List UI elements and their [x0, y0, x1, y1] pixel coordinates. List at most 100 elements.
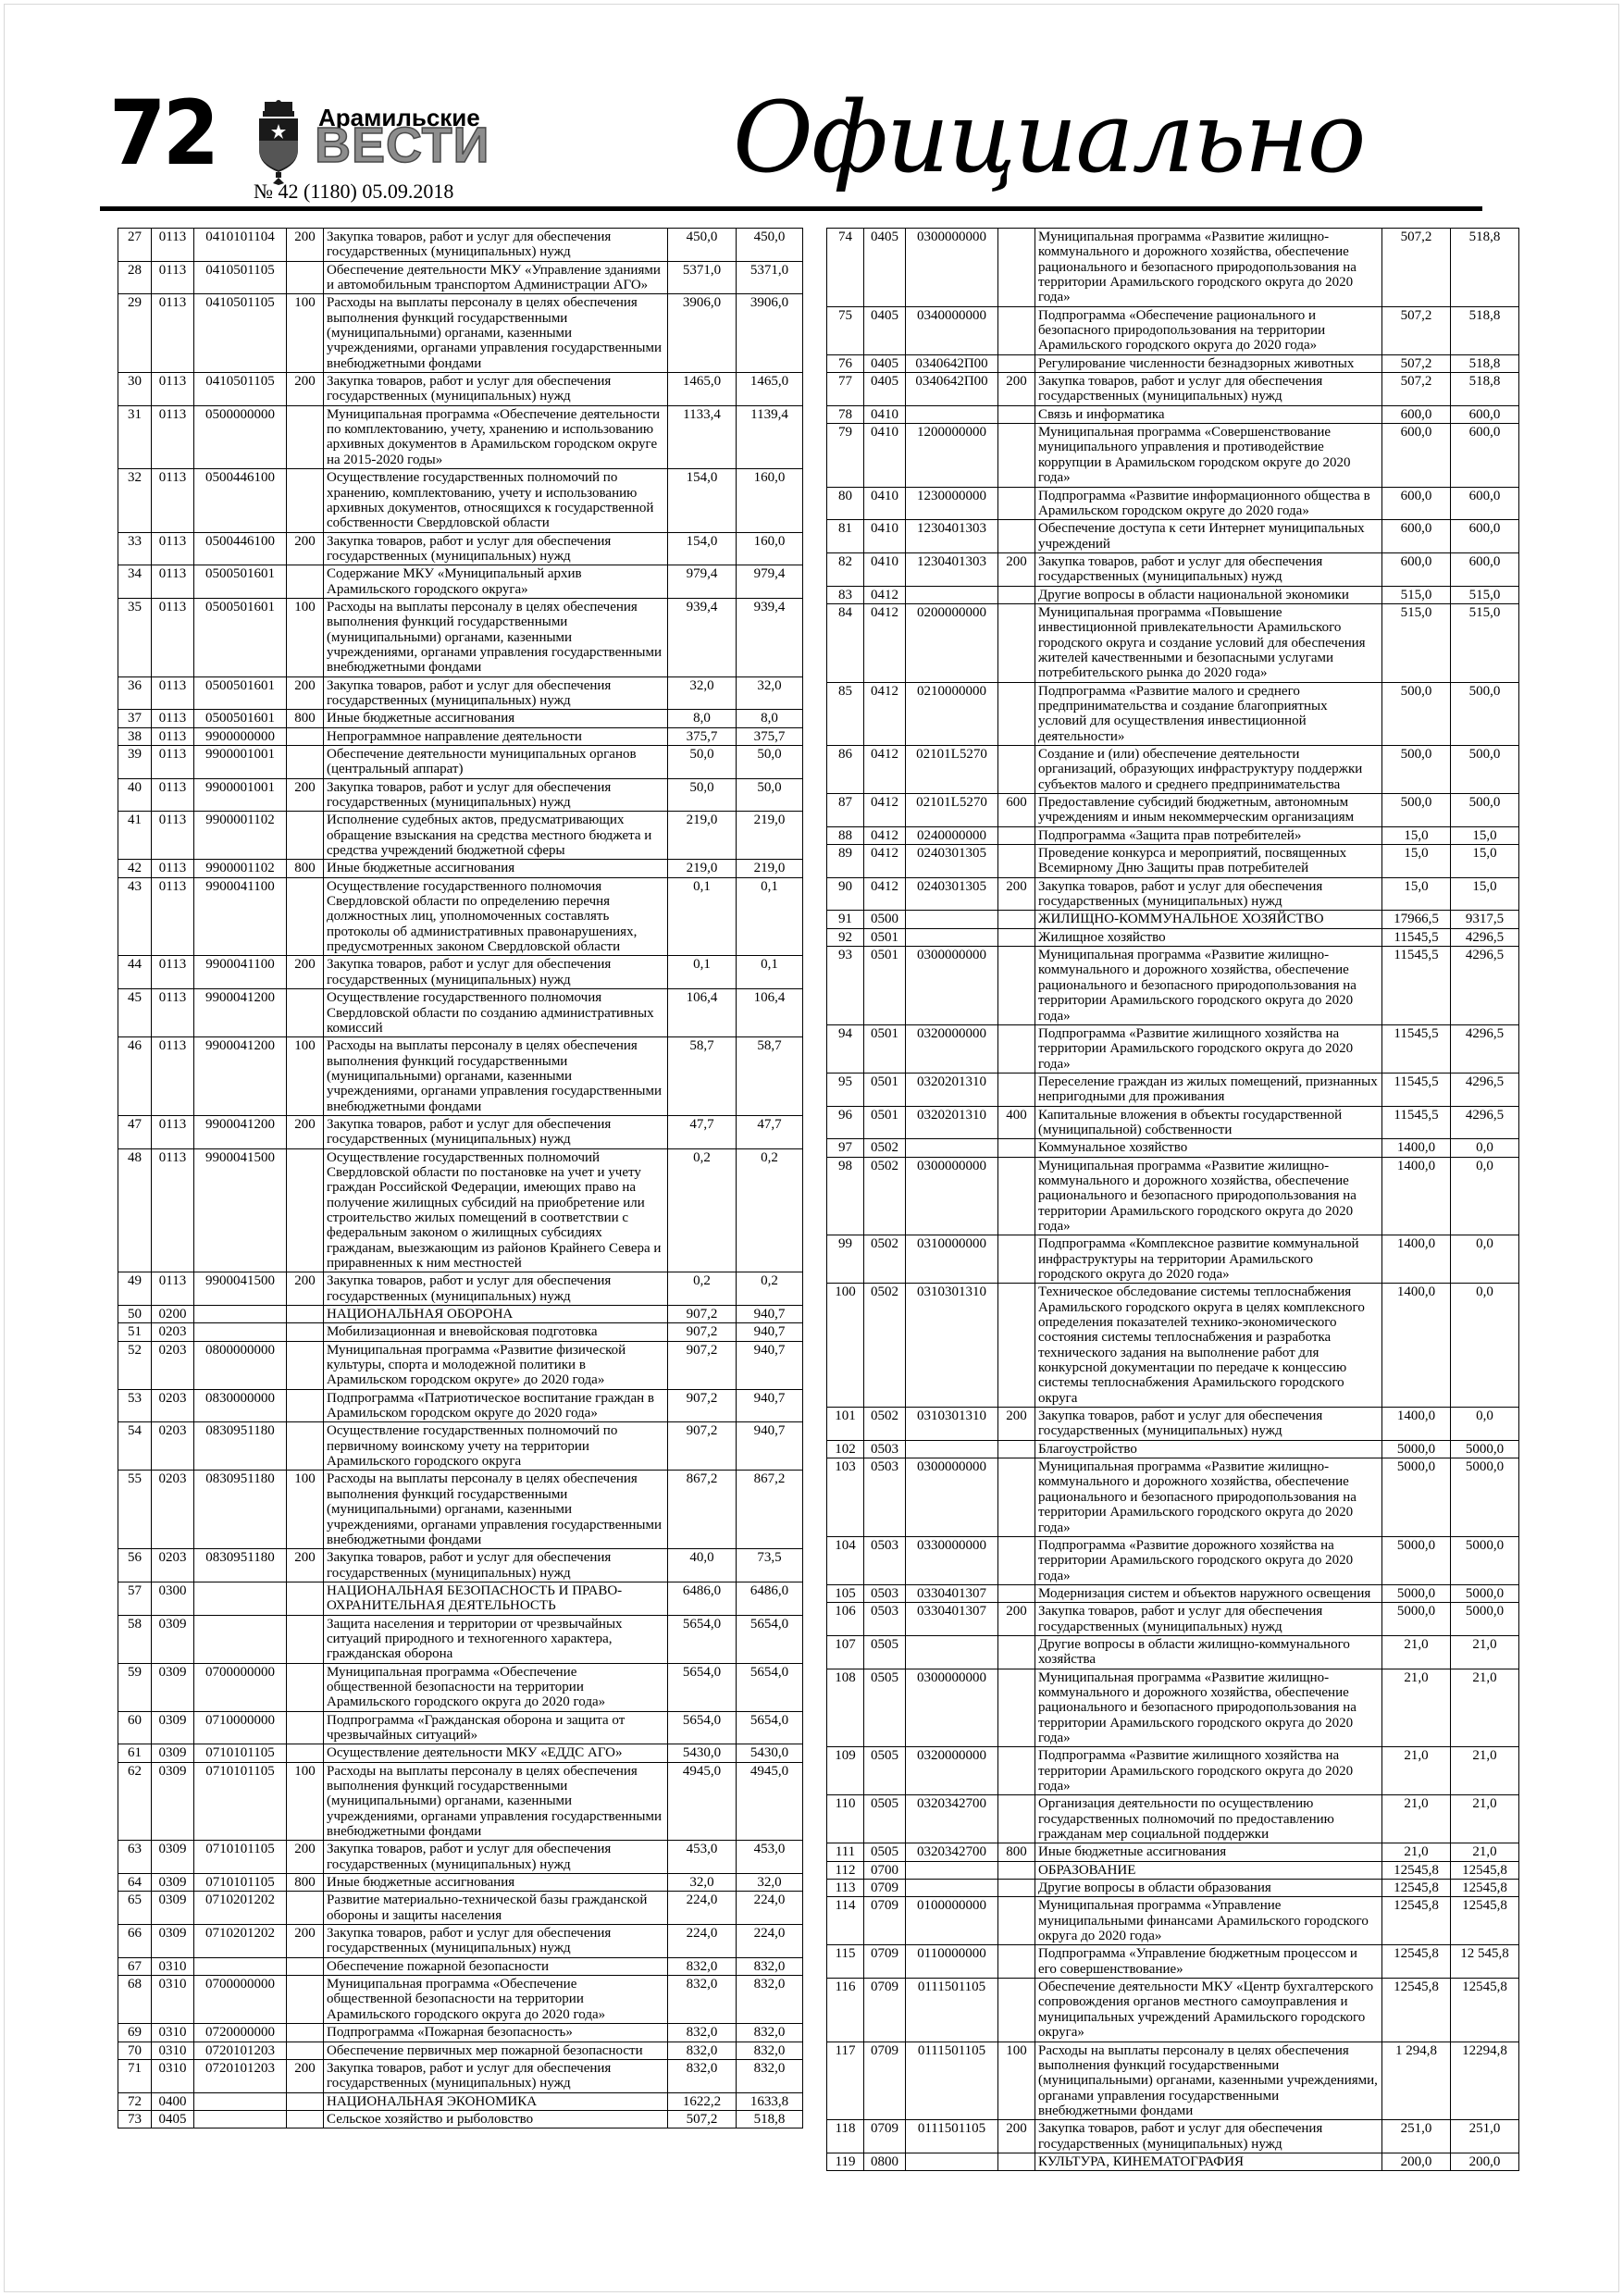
- expense-type-cell: 100: [286, 597, 324, 677]
- amount-col-2-cell: 5654,0: [736, 1614, 803, 1664]
- section-code-cell: 0501: [863, 1105, 906, 1140]
- amount-col-1-cell: 251,0: [1381, 2119, 1451, 2153]
- table-row: 100 0502 0310301310 Техническое обследовани…: [826, 1283, 1519, 1409]
- expense-type-cell: [997, 1583, 1035, 1604]
- amount-col-1-cell: 600,0: [1381, 404, 1451, 425]
- row-number-cell: 42: [118, 859, 152, 878]
- table-row: 74 0405 0300000000 Муниципальная программа …: [826, 228, 1519, 307]
- amount-col-1-cell: 5000,0: [1381, 1439, 1451, 1459]
- table-row: 94 0501 0320000000 Подпрограмма «Развитие ж…: [826, 1024, 1519, 1074]
- program-code-cell: 0710201202: [193, 1891, 287, 1926]
- table-row: 85 0412 0210000000 Подпрограмма «Развитие м…: [826, 681, 1519, 747]
- section-code-cell: 0310: [151, 2041, 194, 2060]
- table-row: 63 0309 0710101105 200 Закупка товаров, рабо…: [118, 1840, 803, 1875]
- section-code-cell: 0503: [863, 1602, 906, 1636]
- description-cell: Муниципальная программа «Развитие жилищн…: [1035, 946, 1382, 1025]
- description-cell: Расходы на выплаты персоналу в целях обе…: [1035, 2041, 1382, 2121]
- program-code-cell: 0320342700: [905, 1794, 998, 1844]
- section-code-cell: 0113: [151, 1272, 194, 1307]
- amount-col-2-cell: 5430,0: [736, 1744, 803, 1763]
- amount-col-2-cell: 12294,8: [1450, 2041, 1519, 2121]
- table-row: 90 0412 0240301305 200 Закупка товаров, рабо…: [826, 876, 1519, 912]
- table-row: 35 0113 0500501601 100 Расходы на выплаты пе…: [118, 597, 803, 677]
- amount-col-1-cell: 600,0: [1381, 486, 1451, 521]
- row-number-cell: 94: [826, 1024, 864, 1074]
- expense-type-cell: [286, 1340, 324, 1390]
- amount-col-2-cell: 5000,0: [1450, 1583, 1519, 1604]
- table-row: 86 0412 02101L5270 Создание и (или) обеспеч…: [826, 744, 1519, 795]
- table-row: 52 0203 0800000000 Муниципальная программа …: [118, 1340, 803, 1390]
- table-row: 41 0113 9900001102 Исполнение судебных акто…: [118, 811, 803, 861]
- expense-type-cell: 800: [286, 709, 324, 728]
- row-number-cell: 112: [826, 1860, 864, 1880]
- section-code-cell: 0412: [863, 681, 906, 747]
- program-code-cell: [193, 1956, 287, 1977]
- table-row: 96 0501 0320201310 400 Капитальные вложения …: [826, 1105, 1519, 1140]
- amount-col-2-cell: 453,0: [736, 1840, 803, 1875]
- row-number-cell: 78: [826, 404, 864, 425]
- expense-type-cell: [286, 2023, 324, 2042]
- expense-type-cell: [997, 825, 1035, 846]
- table-row: 88 0412 0240000000 Подпрограмма «Защита пра…: [826, 825, 1519, 846]
- description-cell: Техническое обследование системы теплосн…: [1035, 1283, 1382, 1409]
- row-number-cell: 84: [826, 602, 864, 683]
- description-cell: Закупка товаров, работ и услуг для обесп…: [323, 777, 668, 813]
- row-number-cell: 35: [118, 597, 152, 677]
- expense-type-cell: 200: [286, 1924, 324, 1958]
- section-code-cell: 0502: [863, 1283, 906, 1409]
- amount-col-2-cell: 15,0: [1450, 876, 1519, 912]
- row-number-cell: 66: [118, 1924, 152, 1958]
- row-number-cell: 77: [826, 372, 864, 406]
- amount-col-1-cell: 15,0: [1381, 876, 1451, 912]
- amount-col-2-cell: 600,0: [1450, 519, 1519, 553]
- description-cell: Закупка товаров, работ и услуг для обесп…: [323, 676, 668, 711]
- table-row: 37 0113 0500501601 800 Иные бюджетные ассигн…: [118, 709, 803, 728]
- amount-col-2-cell: 219,0: [736, 811, 803, 861]
- expense-type-cell: [286, 1744, 324, 1763]
- row-number-cell: 49: [118, 1272, 152, 1307]
- section-code-cell: 0309: [151, 1891, 194, 1926]
- program-code-cell: 0830951180: [193, 1470, 287, 1550]
- masthead-title: ВЕСТИ: [314, 118, 490, 173]
- program-code-cell: [193, 2109, 287, 2129]
- section-code-cell: 0412: [863, 793, 906, 827]
- description-cell: Муниципальная программа «Обеспечение общ…: [323, 1975, 668, 2025]
- row-number-cell: 81: [826, 519, 864, 553]
- amount-col-1-cell: 50,0: [667, 745, 737, 779]
- amount-col-2-cell: 1465,0: [736, 372, 803, 406]
- expense-type-cell: 200: [997, 372, 1035, 406]
- table-row: 72 0400 НАЦИОНАЛЬНАЯ ЭКОНОМИКА 1622,2 1633,8: [118, 2091, 803, 2111]
- table-row: 27 0113 0410101104 200 Закупка товаров, рабо…: [118, 228, 803, 262]
- section-code-cell: 0203: [151, 1388, 194, 1423]
- table-row: 39 0113 9900001001 Обеспечение деятельности…: [118, 745, 803, 779]
- description-cell: Подпрограмма «Патриотическое воспитание …: [323, 1388, 668, 1423]
- program-code-cell: 9900041500: [193, 1148, 287, 1273]
- program-code-cell: 0710101105: [193, 1761, 287, 1842]
- section-code-cell: 0502: [863, 1156, 906, 1236]
- program-code-cell: 0110000000: [905, 1944, 998, 1980]
- amount-col-2-cell: 32,0: [736, 1873, 803, 1893]
- amount-col-2-cell: 106,4: [736, 988, 803, 1038]
- program-code-cell: 0111501105: [905, 2119, 998, 2153]
- expense-type-cell: [286, 565, 324, 599]
- table-row: 102 0503 Благоустройство 5000,0 5000,0: [826, 1439, 1519, 1459]
- description-cell: Закупка товаров, работ и услуг для обесп…: [323, 1840, 668, 1875]
- row-number-cell: 92: [826, 927, 864, 948]
- section-code-cell: 0300: [151, 1581, 194, 1616]
- table-row: 93 0501 0300000000 Муниципальная программа …: [826, 946, 1519, 1025]
- table-row: 64 0309 0710101105 800 Иные бюджетные ассигн…: [118, 1873, 803, 1893]
- amount-col-2-cell: 515,0: [1450, 585, 1519, 604]
- expense-type-cell: [286, 1148, 324, 1273]
- section-code-cell: 0502: [863, 1407, 906, 1441]
- program-code-cell: 9900001102: [193, 859, 287, 878]
- description-cell: Закупка товаров, работ и услуг для обесп…: [1035, 876, 1382, 912]
- amount-col-1-cell: 200,0: [1381, 2152, 1451, 2172]
- amount-col-1-cell: 1400,0: [1381, 1156, 1451, 1236]
- description-cell: Осуществление деятельности МКУ «ЕДДС АГО…: [323, 1744, 668, 1763]
- row-number-cell: 40: [118, 777, 152, 813]
- amount-col-2-cell: 12 545,8: [1450, 1944, 1519, 1980]
- table-row: 33 0113 0500446100 200 Закупка товаров, рабо…: [118, 531, 803, 566]
- section-code-cell: 0113: [151, 597, 194, 677]
- description-cell: Иные бюджетные ассигнования: [323, 1873, 668, 1893]
- table-row: 104 0503 0330000000 Подпрограмма «Развитие …: [826, 1535, 1519, 1585]
